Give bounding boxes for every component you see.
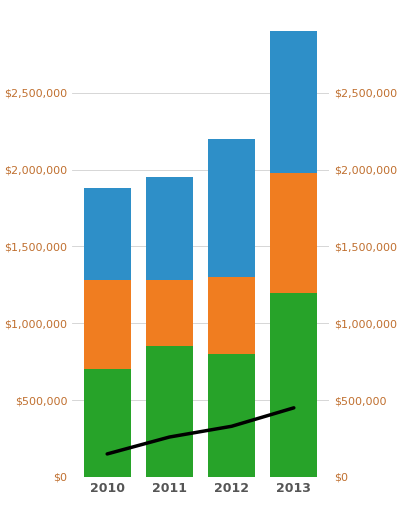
Bar	[146, 280, 193, 347]
Bar	[208, 277, 255, 354]
Bar	[146, 177, 193, 280]
Bar	[84, 369, 130, 477]
Bar	[271, 173, 317, 293]
Bar	[271, 31, 317, 173]
Bar	[208, 139, 255, 277]
Bar	[84, 280, 130, 369]
Bar	[208, 354, 255, 477]
Bar	[146, 347, 193, 477]
Bar	[271, 293, 317, 477]
Bar	[84, 188, 130, 280]
